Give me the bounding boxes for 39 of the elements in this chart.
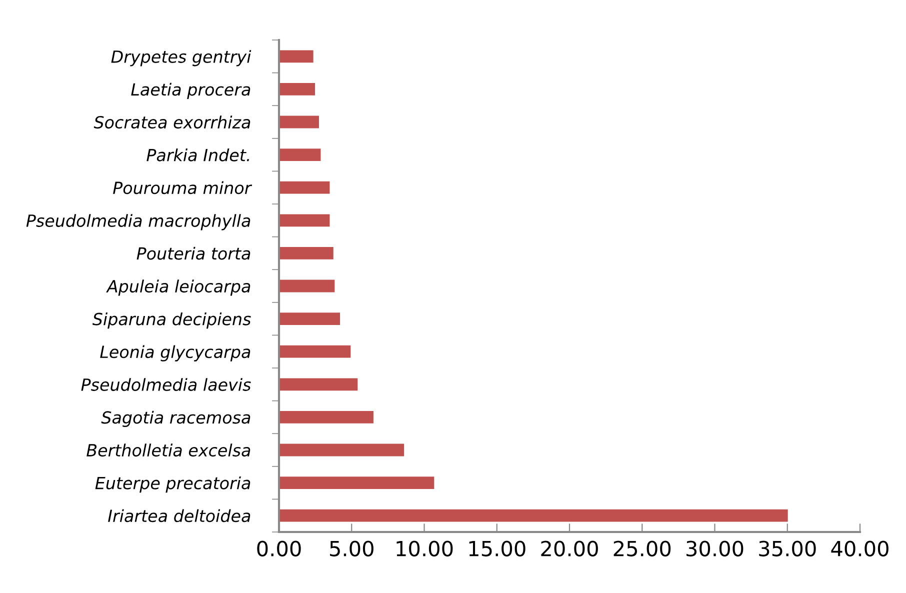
y-tick-label: Pourouma minor bbox=[113, 181, 252, 194]
x-tick-label: 25.00 bbox=[614, 540, 671, 556]
x-tick-label: 5.00 bbox=[330, 540, 374, 556]
x-tick-label: 30.00 bbox=[686, 540, 744, 556]
y-tick-label: Bertholletia excelsa bbox=[86, 444, 250, 457]
bar bbox=[279, 376, 359, 392]
bar bbox=[279, 246, 335, 261]
bar bbox=[279, 114, 320, 130]
bar bbox=[279, 278, 336, 294]
y-tick-label: Pouteria torta bbox=[136, 246, 250, 260]
y-tick-label: Apuleia leiocarpa bbox=[106, 280, 250, 296]
bar bbox=[279, 147, 322, 162]
bar bbox=[279, 82, 316, 97]
y-tick-label: Pseudolmedia laevis bbox=[81, 378, 251, 391]
x-tick-label: 40.00 bbox=[831, 540, 888, 556]
y-tick-label: Iriartea deltoidea bbox=[108, 509, 250, 522]
bar bbox=[279, 475, 436, 490]
bar bbox=[279, 311, 342, 326]
y-tick-label: Socratea exorrhiza bbox=[94, 116, 250, 129]
y-tick-label: Parkia Indet. bbox=[146, 148, 250, 162]
y-tick-label: Euterpe precatoria bbox=[95, 476, 250, 493]
x-tick-label: 35.00 bbox=[759, 540, 816, 556]
y-tick-label: Siparuna decipiens bbox=[92, 312, 251, 329]
y-tick-label: Drypetes gentryi bbox=[111, 50, 252, 66]
y-tick-label: Pseudolmedia macrophylla bbox=[26, 214, 250, 230]
x-tick-label: 0.00 bbox=[257, 540, 301, 556]
bar bbox=[279, 410, 375, 425]
y-tick-label: Laetia procera bbox=[131, 82, 250, 99]
x-tick-label: 20.00 bbox=[541, 540, 598, 556]
bar bbox=[279, 442, 406, 458]
bar bbox=[279, 48, 315, 64]
y-tick-label: Sagotia racemosa bbox=[101, 410, 250, 427]
x-tick-label: 15.00 bbox=[469, 540, 526, 556]
bar bbox=[279, 212, 332, 228]
bar bbox=[279, 180, 332, 196]
bar bbox=[279, 344, 352, 360]
y-tick-label: Leonia glycycarpa bbox=[100, 345, 250, 362]
bar bbox=[279, 508, 790, 524]
x-tick-label: 10.00 bbox=[396, 540, 453, 556]
